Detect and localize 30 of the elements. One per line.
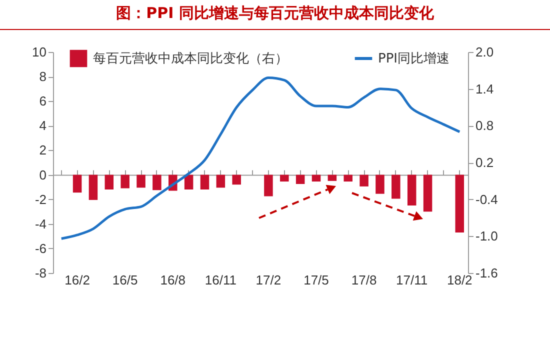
legend-label: PPI同比增速 — [378, 52, 450, 66]
x-tick-label: 16/11 — [204, 272, 236, 288]
legend-label: 每百元营收中成本同比变化（右） — [93, 52, 288, 66]
y2-tick-label: 0.2 — [476, 155, 494, 170]
y2-tick-label: -1.0 — [476, 228, 498, 244]
y-tick-label: 2 — [39, 142, 46, 158]
y-tick-label: 10 — [32, 44, 46, 60]
x-tick-label: 16/2 — [64, 272, 90, 288]
y-tick-label: -8 — [34, 266, 46, 280]
y-tick-label: 8 — [39, 69, 46, 84]
chart-title: 图：PPI 同比增速与每百元营收中成本同比变化 — [0, 4, 550, 31]
y2-tick-label: 1.4 — [476, 81, 494, 96]
y-tick-label: 6 — [39, 94, 46, 109]
y-tick-label: 4 — [39, 118, 46, 134]
x-tick-label: 17/11 — [396, 272, 428, 288]
line-series — [60, 76, 461, 240]
y-tick-label: 0 — [39, 167, 46, 182]
x-tick-label: 16/5 — [112, 272, 138, 288]
x-tick-label: 17/5 — [304, 272, 329, 288]
x-tick-label: 17/2 — [256, 272, 282, 288]
y2-tick-label: -1.6 — [476, 266, 498, 280]
y-tick-label: -2 — [34, 192, 46, 207]
y-tick-label: -4 — [34, 216, 46, 232]
x-tick-label: 16/8 — [160, 272, 186, 288]
y2-tick-label: 2.0 — [476, 44, 494, 60]
y-tick-label: -6 — [34, 240, 46, 256]
x-tick-label: 18/2 — [446, 272, 472, 288]
x-tick-label: 17/8 — [351, 272, 377, 288]
y2-tick-label: -0.4 — [476, 192, 498, 207]
y2-tick-label: 0.8 — [476, 118, 494, 134]
